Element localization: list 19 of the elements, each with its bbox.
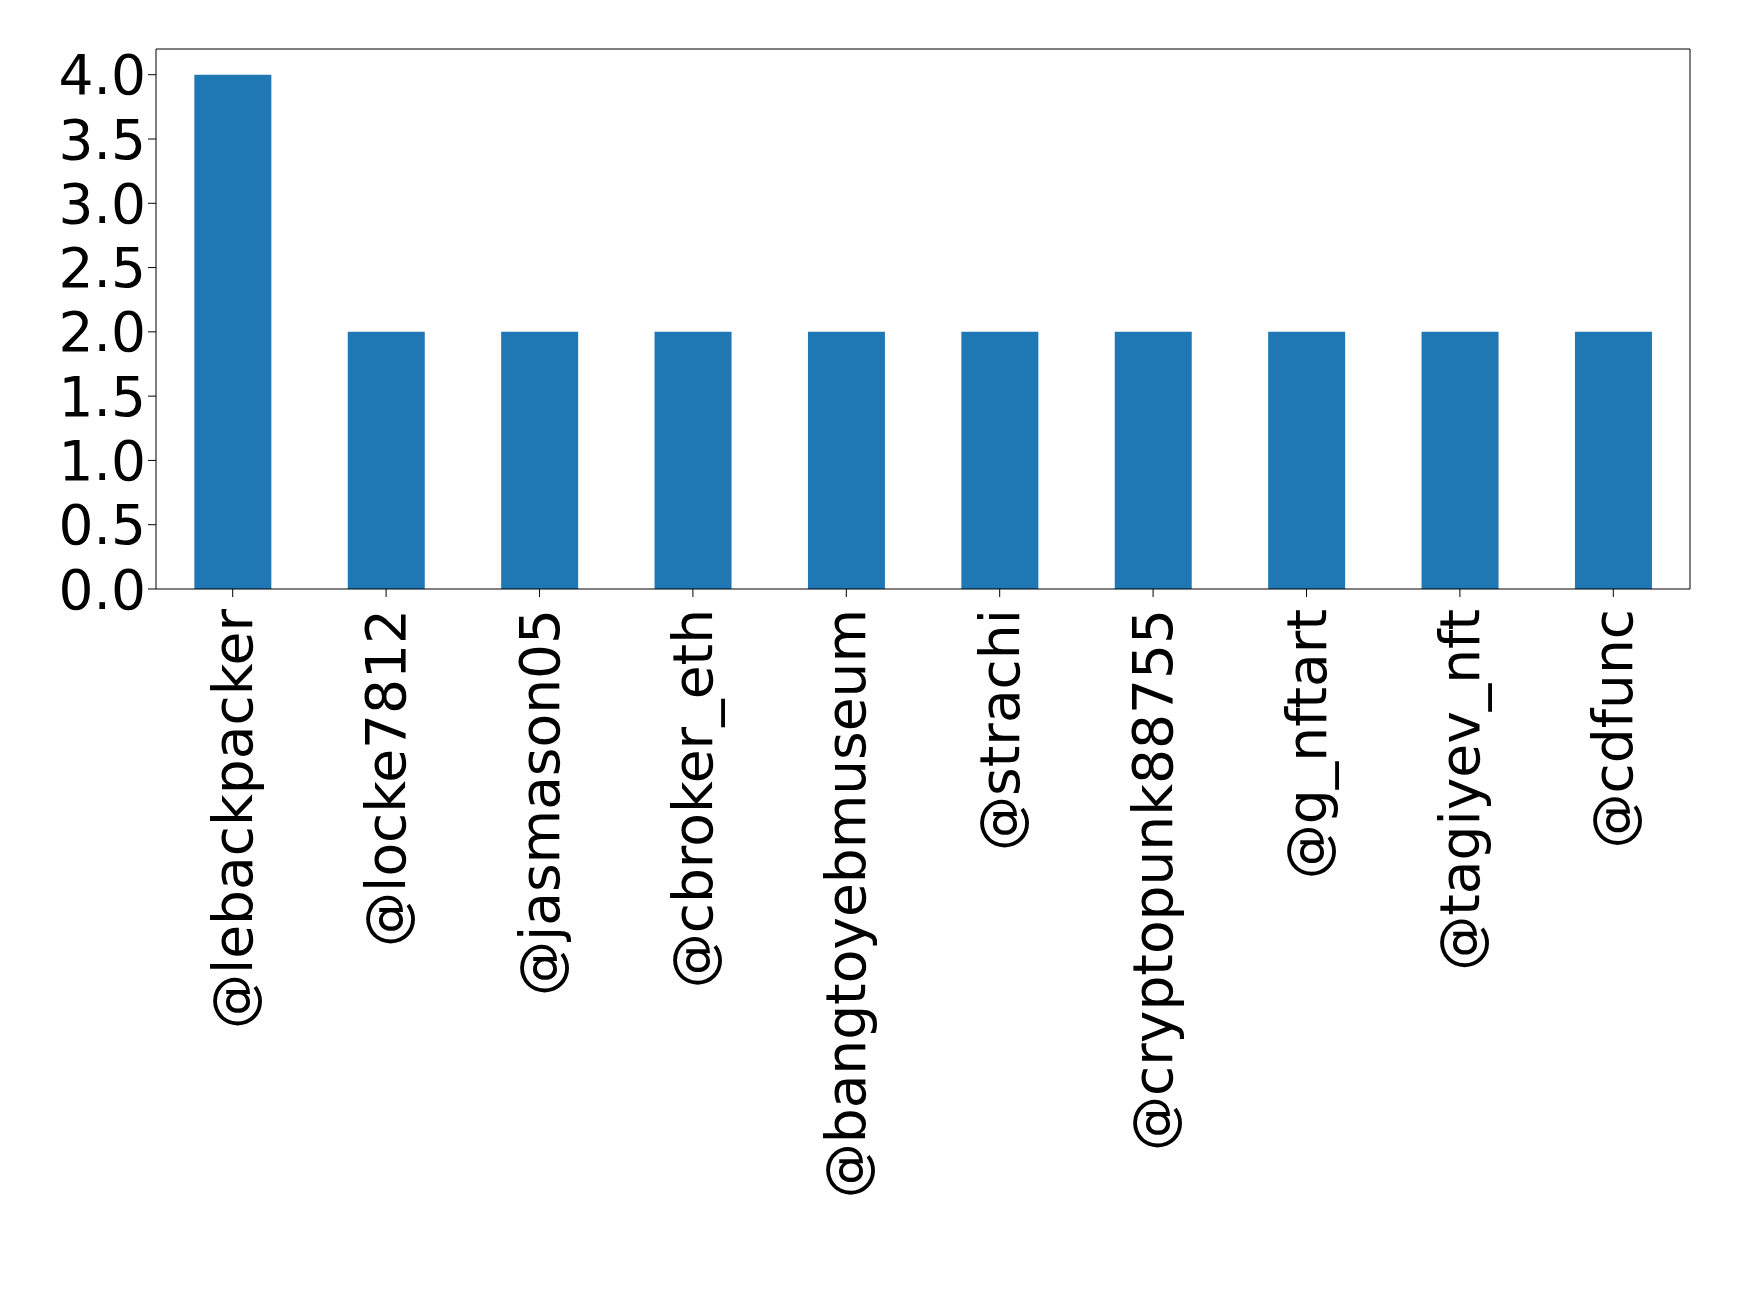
x-tick-label: @cbroker_eth bbox=[660, 609, 725, 989]
y-tick-label: 2.5 bbox=[58, 236, 146, 301]
y-tick-label: 4.0 bbox=[58, 43, 146, 108]
y-tick-label: 2.0 bbox=[58, 300, 146, 365]
x-tick-label: @jasmason05 bbox=[507, 609, 572, 997]
x-tick-label: @locke7812 bbox=[354, 609, 419, 947]
x-tick-label: @g_nftart bbox=[1274, 609, 1339, 880]
x-tick-label: @cryptopunk88755 bbox=[1121, 609, 1186, 1151]
x-tick-label: @cdfunc bbox=[1581, 609, 1646, 849]
y-tick-label: 3.0 bbox=[58, 171, 146, 236]
y-tick-label: 1.0 bbox=[58, 428, 146, 493]
y-tick-label: 1.5 bbox=[58, 364, 146, 429]
y-tick-label: 3.5 bbox=[58, 107, 146, 172]
y-tick-label: 0.5 bbox=[58, 493, 146, 558]
y-tick-label: 0.0 bbox=[58, 557, 146, 622]
x-tick-label: @tagiyev_nft bbox=[1427, 609, 1492, 971]
x-tick-label: @bangtoyebmuseum bbox=[814, 609, 879, 1199]
x-tick-label: @strachi bbox=[967, 609, 1032, 851]
x-tick-label: @lebackpacker bbox=[200, 608, 265, 1030]
